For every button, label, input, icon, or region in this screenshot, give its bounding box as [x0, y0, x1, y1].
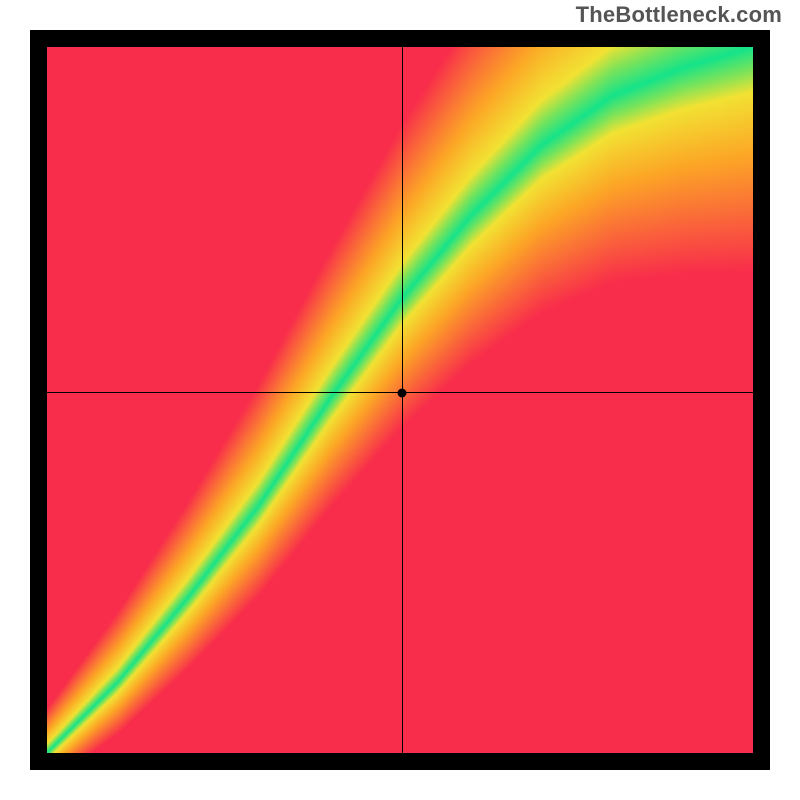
crosshair-vertical [402, 47, 403, 753]
heatmap-canvas [47, 47, 753, 753]
data-point-marker [398, 388, 407, 397]
plot-frame [30, 30, 770, 770]
plot-area [47, 47, 753, 753]
attribution-text: TheBottleneck.com [576, 2, 782, 28]
